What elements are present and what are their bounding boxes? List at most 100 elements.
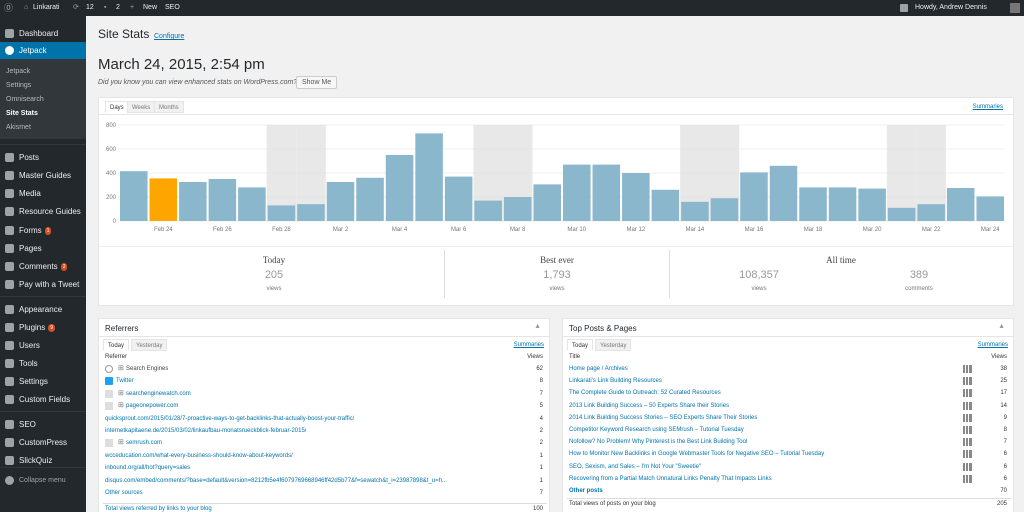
- menu-item-custompress[interactable]: CustomPress: [0, 434, 86, 451]
- bar-mar-13[interactable]: [651, 189, 680, 221]
- collapse-menu-button[interactable]: Collapse menu: [0, 472, 86, 489]
- menu-item-custom-fields[interactable]: Custom Fields: [0, 391, 86, 408]
- post-title-link[interactable]: How to Monitor New Backlinks in Google W…: [569, 451, 825, 458]
- menu-item-master-guides[interactable]: Master Guides: [0, 167, 86, 184]
- referrer-name[interactable]: wcceducation.com/what-every-business-sho…: [105, 452, 293, 459]
- bar-mar-21[interactable]: [887, 207, 916, 221]
- summaries-link[interactable]: Summaries: [513, 342, 544, 348]
- bar-mar-1[interactable]: [297, 204, 325, 221]
- menu-item-resource-guides[interactable]: Resource Guides: [0, 203, 86, 220]
- bar-mar-6[interactable]: [444, 176, 473, 221]
- tab-days[interactable]: Days: [105, 101, 129, 113]
- referrer-name[interactable]: disqus.com/embed/comments/?base=default&…: [105, 477, 447, 484]
- submenu-omnisearch[interactable]: Omnisearch: [6, 96, 44, 103]
- menu-item-tools[interactable]: Tools: [0, 355, 86, 372]
- post-title-link[interactable]: Nofollow? No Problem! Why Pinterest is t…: [569, 439, 748, 446]
- menu-item-users[interactable]: Users: [0, 337, 86, 354]
- collapse-arrow-icon[interactable]: ▲: [534, 323, 541, 330]
- tab-today[interactable]: Today: [567, 339, 594, 351]
- tab-weeks[interactable]: Weeks: [127, 101, 156, 113]
- referrer-name[interactable]: quicksprout.com/2015/01/28/7-proactive-w…: [105, 415, 355, 422]
- stats-chart-icon[interactable]: [963, 462, 972, 471]
- bar-feb-25[interactable]: [179, 182, 207, 221]
- bar-mar-18[interactable]: [799, 187, 827, 221]
- referrer-name[interactable]: pageonepower.com: [126, 403, 179, 410]
- menu-item-pay-with-a-tweet[interactable]: Pay with a Tweet: [0, 276, 86, 293]
- post-title-link[interactable]: SEO, Sexism, and Sales – I'm Not Your "S…: [569, 463, 702, 470]
- bar-mar-15[interactable]: [710, 198, 739, 221]
- stats-chart-icon[interactable]: [963, 365, 972, 373]
- bar-mar-5[interactable]: [415, 133, 443, 221]
- stats-chart-icon[interactable]: [963, 389, 972, 398]
- expand-plus-icon[interactable]: ⊞: [118, 389, 124, 397]
- expand-plus-icon[interactable]: ⊞: [118, 439, 124, 447]
- bar-mar-2[interactable]: [326, 182, 355, 221]
- menu-item-settings[interactable]: Settings: [0, 373, 86, 390]
- tab-yesterday[interactable]: Yesterday: [131, 339, 168, 351]
- comments-count[interactable]: 2: [116, 4, 120, 11]
- bar-mar-16[interactable]: [740, 172, 768, 221]
- bar-mar-12[interactable]: [622, 173, 650, 221]
- bar-mar-4[interactable]: [385, 155, 414, 221]
- bar-mar-10[interactable]: [563, 164, 591, 221]
- referrer-name[interactable]: Other sources: [105, 490, 143, 496]
- submenu-settings[interactable]: Settings: [6, 82, 32, 89]
- menu-item-media[interactable]: Media: [0, 185, 86, 202]
- bar-feb-27[interactable]: [238, 187, 266, 221]
- bar-feb-24[interactable]: [149, 178, 178, 221]
- site-name-link[interactable]: Linkarati: [33, 4, 60, 11]
- bar-mar-14[interactable]: [681, 201, 709, 221]
- menu-item-comments[interactable]: Comments 2: [0, 258, 86, 275]
- menu-item-forms[interactable]: Forms 1: [0, 222, 86, 239]
- menu-item-jetpack[interactable]: Jetpack: [0, 42, 86, 59]
- stats-chart-icon[interactable]: [963, 413, 972, 422]
- expand-plus-icon[interactable]: ⊞: [118, 365, 124, 372]
- post-title-link[interactable]: Recovering from a Partial Match Unnatura…: [569, 475, 772, 482]
- tab-today[interactable]: Today: [103, 339, 130, 351]
- bar-mar-24[interactable]: [976, 196, 1004, 221]
- menu-item-posts[interactable]: Posts: [0, 149, 86, 166]
- wordpress-logo-icon[interactable]: ⓪: [4, 3, 14, 13]
- menu-item-seo[interactable]: SEO: [0, 416, 86, 433]
- bar-mar-3[interactable]: [356, 177, 384, 221]
- bar-mar-22[interactable]: [917, 204, 945, 221]
- stats-chart-icon[interactable]: [963, 474, 972, 483]
- menu-item-appearance[interactable]: Appearance: [0, 301, 86, 318]
- referrer-name[interactable]: semrush.com: [126, 440, 163, 447]
- notifications-icon[interactable]: [900, 4, 908, 12]
- stats-chart-icon[interactable]: [963, 438, 972, 447]
- howdy-account-link[interactable]: Howdy, Andrew Dennis: [915, 4, 987, 11]
- post-title-link[interactable]: Competitor Keyword Research using SEMrus…: [569, 427, 744, 433]
- avatar[interactable]: [1010, 3, 1020, 13]
- updates-count[interactable]: 12: [86, 4, 94, 11]
- menu-item-dashboard[interactable]: Dashboard: [0, 25, 86, 42]
- collapse-arrow-icon[interactable]: ▲: [998, 323, 1005, 330]
- submenu-jetpack[interactable]: Jetpack: [6, 68, 31, 75]
- menu-item-plugins[interactable]: Plugins 9: [0, 319, 86, 336]
- referrer-name[interactable]: searchenginewatch.com: [126, 390, 191, 397]
- referrer-name[interactable]: inbound.org/all/hot?query=sales: [105, 465, 191, 472]
- bar-mar-19[interactable]: [828, 187, 857, 221]
- show-me-button[interactable]: Show Me: [296, 76, 338, 89]
- bar-mar-9[interactable]: [533, 184, 561, 221]
- bar-feb-26[interactable]: [208, 179, 237, 221]
- menu-item-slickquiz[interactable]: SlickQuiz: [0, 452, 86, 469]
- seo-menu-link[interactable]: SEO: [165, 4, 180, 11]
- stats-chart-icon[interactable]: [963, 450, 972, 459]
- submenu-site-stats[interactable]: Site Stats: [6, 110, 38, 117]
- tab-yesterday[interactable]: Yesterday: [595, 339, 632, 351]
- bar-feb-28[interactable]: [267, 205, 296, 221]
- stats-chart-icon[interactable]: [963, 426, 972, 434]
- bar-feb-23[interactable]: [120, 171, 148, 221]
- summaries-link[interactable]: Summaries: [972, 104, 1003, 110]
- other-posts-link[interactable]: Other posts: [569, 488, 603, 494]
- post-title-link[interactable]: The Complete Guide to Outreach: 52 Curat…: [569, 390, 721, 397]
- submenu-akismet[interactable]: Akismet: [6, 124, 31, 131]
- configure-link[interactable]: Configure: [154, 33, 185, 40]
- post-title-link[interactable]: 2014 Link Building Success Stories – SEO…: [569, 414, 758, 421]
- expand-plus-icon[interactable]: ⊞: [118, 402, 124, 410]
- referrer-name[interactable]: internetkapitaene.de/2015/03/02/linkaufb…: [105, 428, 307, 434]
- post-title-link[interactable]: Linkarati's Link Building Resources: [569, 378, 662, 385]
- summaries-link[interactable]: Summaries: [977, 342, 1008, 348]
- bar-mar-7[interactable]: [474, 200, 502, 221]
